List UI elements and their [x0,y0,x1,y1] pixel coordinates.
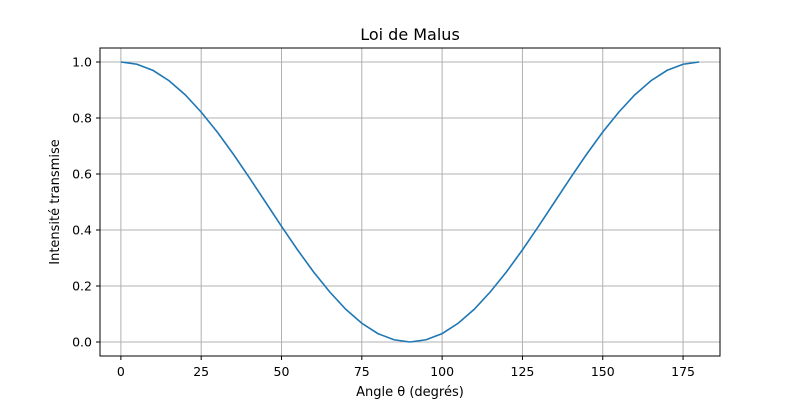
y-axis-label: Intensité transmise [48,139,63,265]
series-line [120,61,700,343]
x-tick-label: 175 [671,364,695,379]
x-tick-label: 150 [591,364,615,379]
axes-frame [99,47,721,357]
y-tick-label: 0.4 [72,223,92,238]
x-tick-label: 125 [511,364,535,379]
x-tick-label: 25 [193,364,209,379]
y-tick-label: 0.0 [72,335,92,350]
x-tick-label: 0 [117,364,125,379]
x-tick-label: 75 [354,364,370,379]
y-tick-label: 0.2 [72,279,92,294]
ticks: 0 25 50 75 100 125 150 175 0.0 0.2 0.4 0.6 0.8 1.0 [72,55,695,380]
chart-title: Loi de Malus [360,25,460,44]
x-axis-label: Angle θ (degrés) [356,385,464,400]
y-tick-label: 0.8 [72,111,92,126]
y-tick-label: 1.0 [72,55,92,70]
x-tick-label: 100 [430,364,454,379]
grid [100,48,720,356]
y-tick-label: 0.6 [72,167,92,182]
x-tick-label: 50 [274,364,290,379]
